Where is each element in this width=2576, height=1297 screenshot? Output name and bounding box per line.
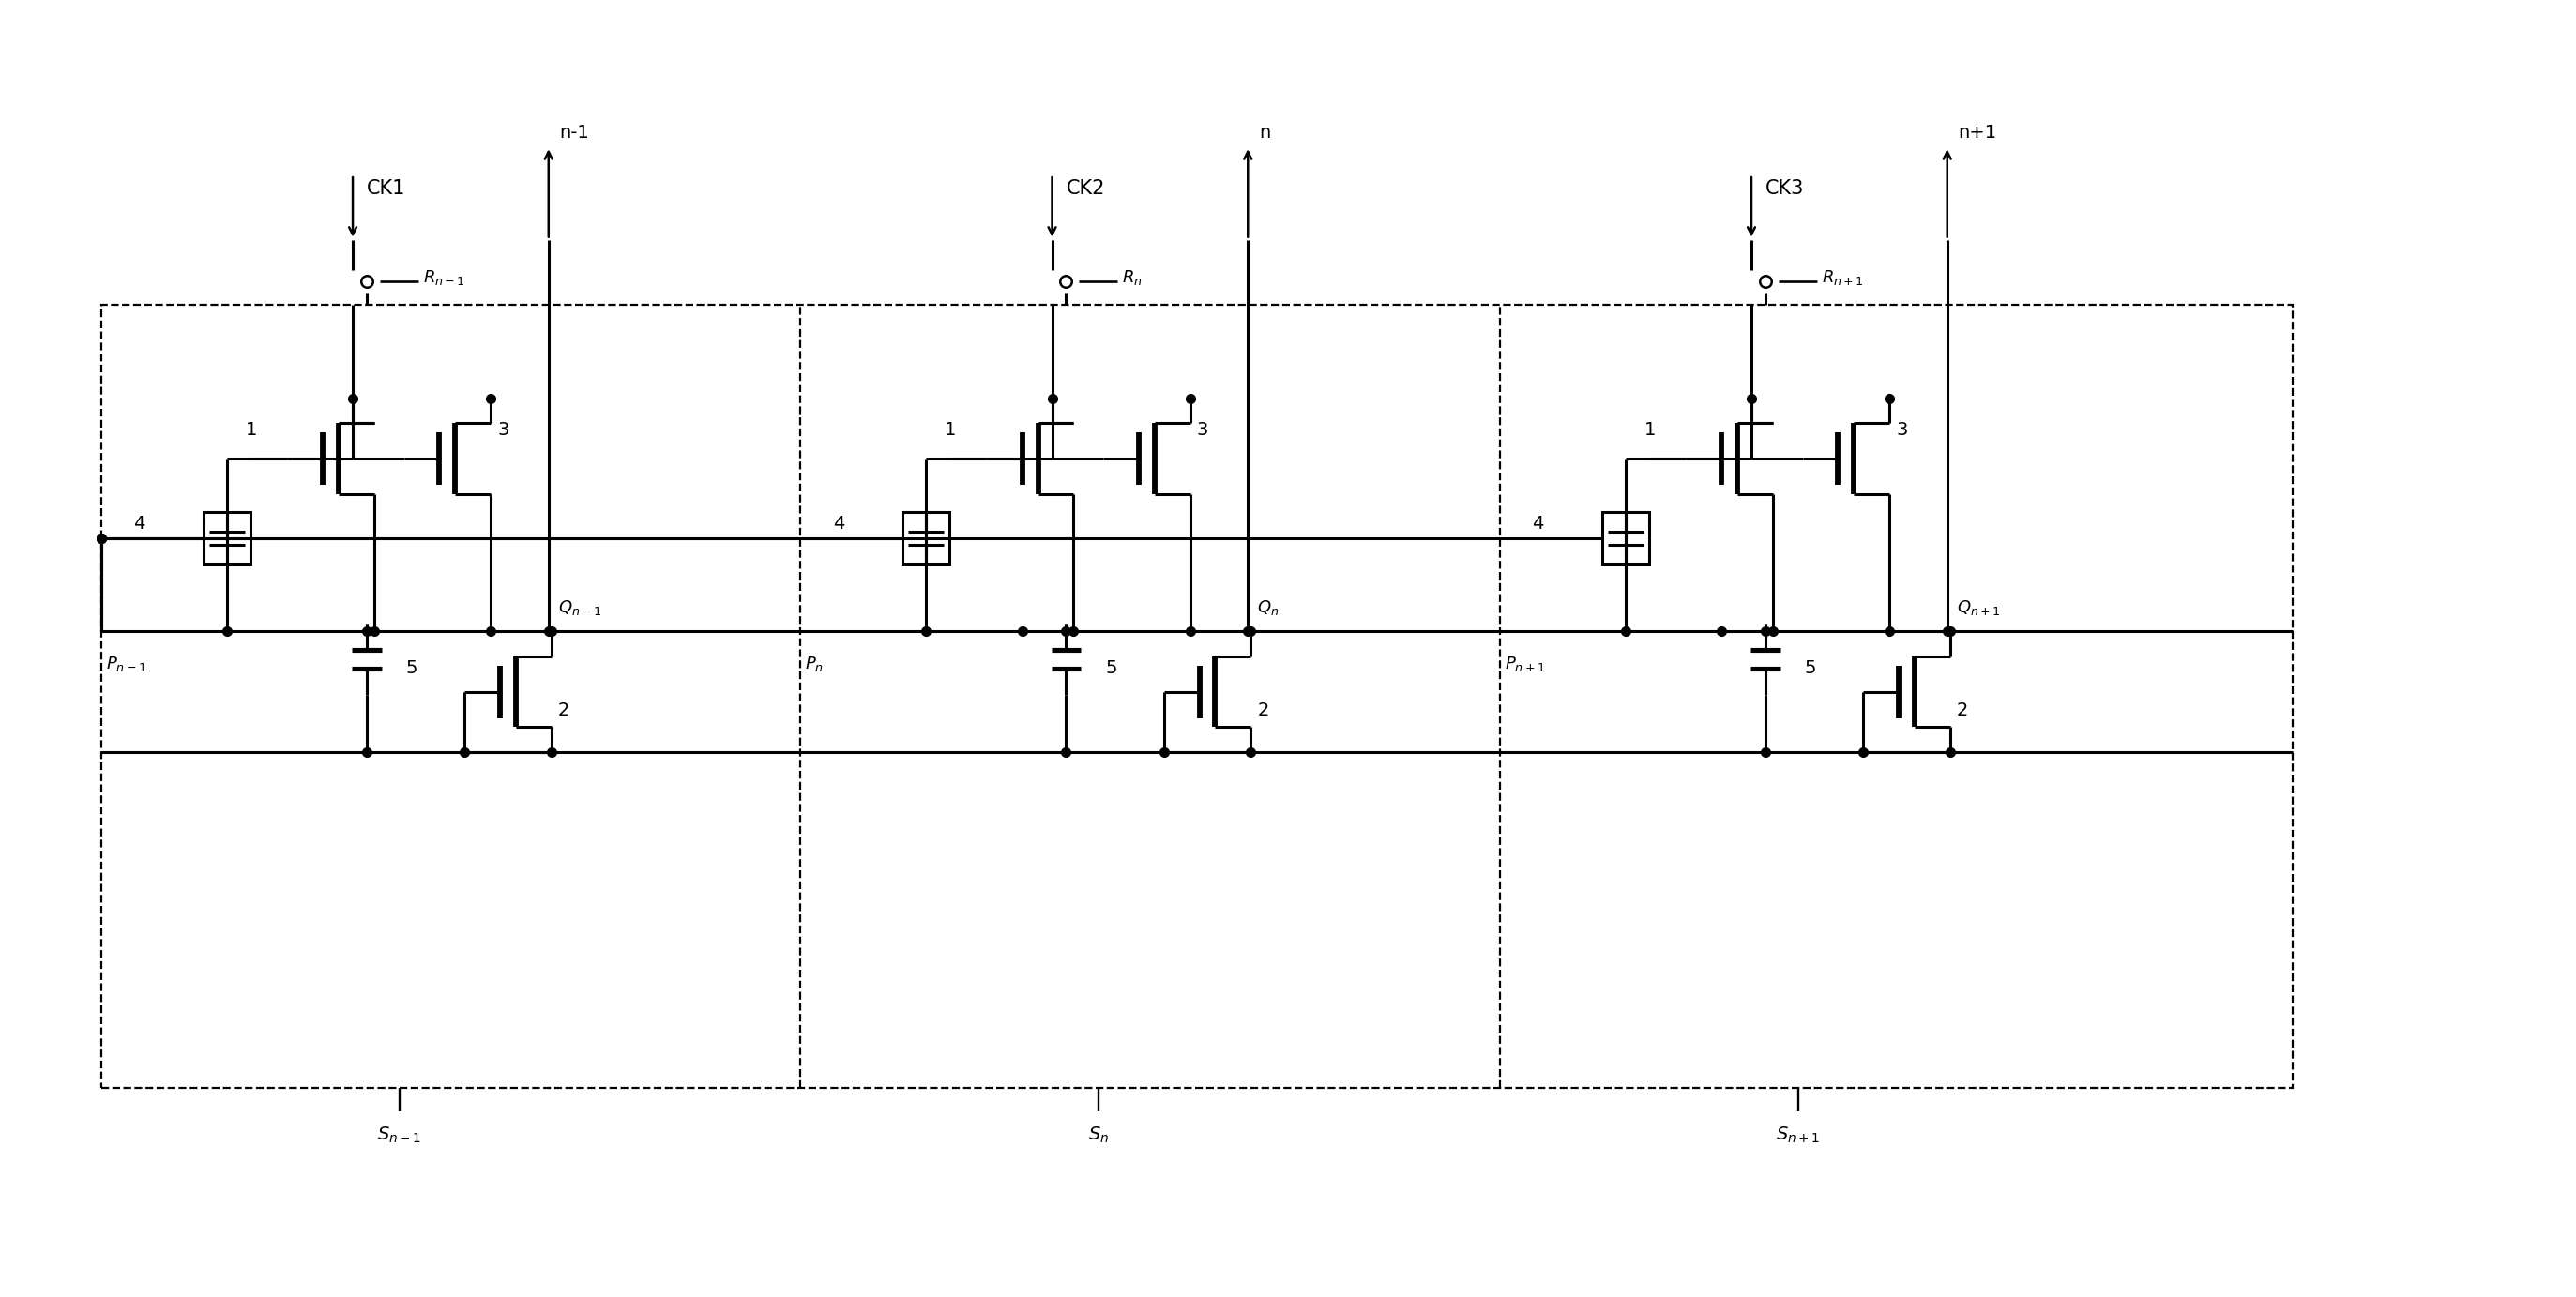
Text: n+1: n+1 bbox=[1958, 125, 1996, 141]
Text: $R_{n+1}$: $R_{n+1}$ bbox=[1821, 268, 1862, 288]
Text: n-1: n-1 bbox=[559, 125, 590, 141]
Bar bbox=[904, 512, 951, 564]
Text: $S_n$: $S_n$ bbox=[1087, 1124, 1110, 1145]
Text: 3: 3 bbox=[497, 422, 510, 440]
Text: CK3: CK3 bbox=[1765, 179, 1803, 198]
Text: n: n bbox=[1260, 125, 1270, 141]
Text: $P_{n+1}$: $P_{n+1}$ bbox=[1504, 655, 1546, 673]
Text: $Q_{n-1}$: $Q_{n-1}$ bbox=[559, 599, 603, 617]
Text: 2: 2 bbox=[1257, 702, 1270, 719]
Text: $R_n$: $R_n$ bbox=[1123, 268, 1141, 288]
Text: $R_{n-1}$: $R_{n-1}$ bbox=[422, 268, 464, 288]
Text: 5: 5 bbox=[1105, 659, 1118, 677]
Text: $P_{n-1}$: $P_{n-1}$ bbox=[106, 655, 147, 673]
Text: $P_n$: $P_n$ bbox=[804, 655, 824, 673]
Text: CK2: CK2 bbox=[1066, 179, 1105, 198]
Text: $Q_n$: $Q_n$ bbox=[1257, 599, 1280, 617]
Text: 4: 4 bbox=[832, 515, 845, 533]
Bar bbox=[1602, 512, 1649, 564]
Text: 3: 3 bbox=[1198, 422, 1208, 440]
Text: 3: 3 bbox=[1896, 422, 1909, 440]
Text: $Q_{n+1}$: $Q_{n+1}$ bbox=[1958, 599, 1999, 617]
Text: 1: 1 bbox=[945, 422, 956, 440]
Bar bbox=[204, 512, 250, 564]
Text: 2: 2 bbox=[559, 702, 569, 719]
Text: 4: 4 bbox=[134, 515, 144, 533]
Text: $S_{n+1}$: $S_{n+1}$ bbox=[1775, 1124, 1821, 1145]
Text: $S_{n-1}$: $S_{n-1}$ bbox=[376, 1124, 422, 1145]
Text: 2: 2 bbox=[1958, 702, 1968, 719]
Text: CK1: CK1 bbox=[366, 179, 404, 198]
Text: 5: 5 bbox=[407, 659, 417, 677]
Text: 4: 4 bbox=[1533, 515, 1543, 533]
Text: 5: 5 bbox=[1806, 659, 1816, 677]
Bar bbox=[100, 305, 2293, 1088]
Text: 1: 1 bbox=[1643, 422, 1656, 440]
Text: 1: 1 bbox=[245, 422, 258, 440]
